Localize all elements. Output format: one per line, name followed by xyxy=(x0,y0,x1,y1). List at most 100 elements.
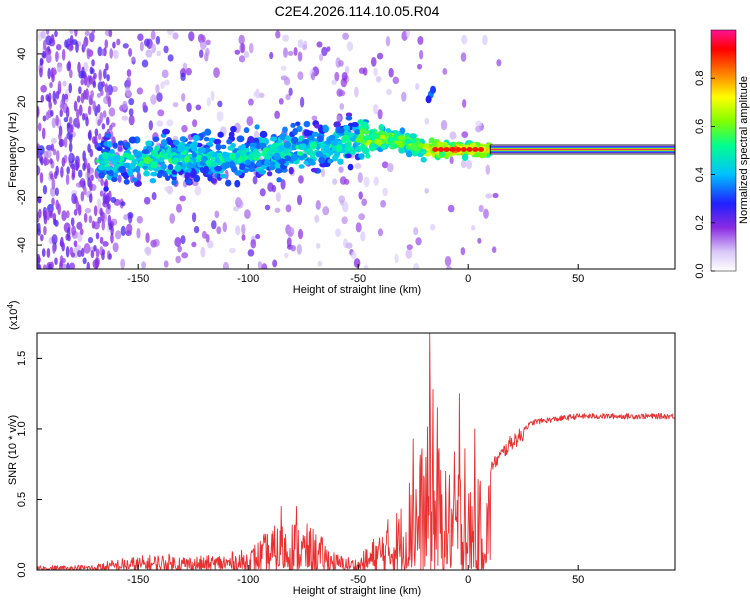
spectrogram-cell xyxy=(216,111,224,122)
spectrogram-cell xyxy=(131,177,138,183)
spectrogram-cell xyxy=(244,52,250,59)
spectrogram-cell xyxy=(39,152,43,163)
spectrogram-cell xyxy=(194,185,202,196)
spectrogram-y-tick-label: 20 xyxy=(16,96,28,108)
spectrogram-cell xyxy=(214,210,220,219)
spectrogram-cell xyxy=(65,245,70,258)
spectrogram-cell xyxy=(155,35,161,45)
spectrogram-cell xyxy=(120,201,126,207)
colorbar-tick-label: 0.4 xyxy=(694,167,706,182)
spectrogram-cell xyxy=(310,167,318,173)
spectrogram-cell xyxy=(175,255,181,264)
spectrogram-cell xyxy=(216,226,222,235)
spectrogram-cell xyxy=(285,135,291,141)
spectrogram-cell xyxy=(55,150,60,162)
spectrogram-cell xyxy=(143,196,151,205)
spectrogram-cell xyxy=(126,69,132,77)
spectrogram-cell xyxy=(80,180,85,188)
spectrogram-cell xyxy=(460,52,467,62)
spectrogram-cell xyxy=(296,151,304,156)
spectrogram-cell xyxy=(424,188,429,194)
spectrogram-cell xyxy=(378,130,386,136)
spectrogram-cell xyxy=(104,133,112,138)
spectrogram-cell xyxy=(386,162,394,173)
spectrogram-cell xyxy=(123,214,129,221)
spectrogram-x-tick-label: -150 xyxy=(127,273,149,285)
spectrogram-cell xyxy=(372,104,379,115)
spectrogram-cell xyxy=(54,30,58,38)
spectrogram-cell xyxy=(181,252,189,259)
spectrogram-cell xyxy=(358,191,363,200)
spectrogram-cell xyxy=(170,146,177,154)
spectrogram-cell xyxy=(355,137,362,143)
spectrogram-cell xyxy=(331,79,337,86)
spectrogram-cell xyxy=(193,174,201,183)
spectrogram-cell xyxy=(59,255,64,264)
spectrogram-cell xyxy=(357,172,363,183)
spectrogram-cell xyxy=(478,151,487,159)
spectrogram-cell xyxy=(370,56,377,67)
spectrogram-cell xyxy=(475,120,482,127)
spectrogram-cell xyxy=(167,54,174,62)
spectrogram-cell xyxy=(292,127,298,136)
spectrogram-cell xyxy=(75,244,82,251)
spectrogram-cell xyxy=(297,51,303,62)
spectrogram-cell xyxy=(213,67,220,78)
spectrogram-cell xyxy=(360,231,366,242)
spectrogram-cell xyxy=(171,179,177,186)
colorbar-tick-label: 0.2 xyxy=(694,215,706,230)
spectrogram-cell xyxy=(271,184,277,193)
spectrogram-cell xyxy=(77,169,83,178)
spectrogram-cell xyxy=(51,177,56,190)
spectrogram-cell xyxy=(311,115,318,121)
spectrogram-cell xyxy=(167,163,174,171)
spectrogram-cell xyxy=(150,239,157,248)
spectrogram-cell xyxy=(108,253,112,260)
spectrogram-cell xyxy=(269,51,274,60)
spectrogram-cell xyxy=(54,257,58,266)
spectrogram-cell xyxy=(432,147,439,152)
spectrogram-cell xyxy=(239,163,246,171)
spectrogram-cell xyxy=(290,122,296,128)
spectrogram-cell xyxy=(298,143,306,151)
spectrogram-cell xyxy=(255,88,260,99)
colorbar: 0.0 0.2 0.4 0.6 0.8 Normalized spectral ampl… xyxy=(694,29,750,279)
spectrogram-cell xyxy=(128,97,135,106)
spectrogram-cell xyxy=(205,159,212,166)
spectrogram-cell xyxy=(339,103,345,110)
spectrogram-cell xyxy=(84,30,91,37)
spectrogram-cell xyxy=(436,141,444,149)
spectrogram-cell xyxy=(274,110,281,119)
spectrogram-cell xyxy=(64,93,69,100)
spectrogram-heatmap xyxy=(37,30,675,269)
spectrogram-cell xyxy=(362,135,370,141)
spectrogram-cell xyxy=(88,94,93,106)
spectrogram-cell xyxy=(109,124,113,131)
spectrogram-cell xyxy=(172,139,180,146)
spectrogram-cell xyxy=(191,241,197,248)
spectrogram-cell xyxy=(107,214,112,227)
spectrogram-cell xyxy=(283,47,288,58)
spectrogram-cell xyxy=(141,149,150,155)
spectrogram-cell xyxy=(76,95,81,103)
spectrogram-cell xyxy=(63,136,68,148)
spectrogram-cell xyxy=(211,220,217,230)
spectrogram-cell xyxy=(122,152,131,158)
spectrogram-cell xyxy=(96,92,102,98)
spectrogram-cell xyxy=(52,67,57,76)
spectrogram-cell xyxy=(354,86,359,98)
spectrogram-cell xyxy=(334,71,340,82)
spectrogram-cell xyxy=(398,147,405,154)
spectrogram-cell xyxy=(156,172,163,179)
spectrogram-cell xyxy=(179,136,187,142)
spectrogram-cell xyxy=(65,173,70,186)
spectrogram-cell xyxy=(55,90,60,100)
spectrogram-cell xyxy=(109,48,113,59)
spectrogram-cell xyxy=(241,223,246,235)
spectrogram-cell xyxy=(53,98,57,105)
spectrogram-cell xyxy=(380,200,387,208)
spectrogram-cell xyxy=(404,138,412,145)
snr-y-tick-label: 1.5 xyxy=(16,351,28,366)
spectrogram-cell xyxy=(288,166,294,175)
spectrogram-cell xyxy=(103,68,107,79)
